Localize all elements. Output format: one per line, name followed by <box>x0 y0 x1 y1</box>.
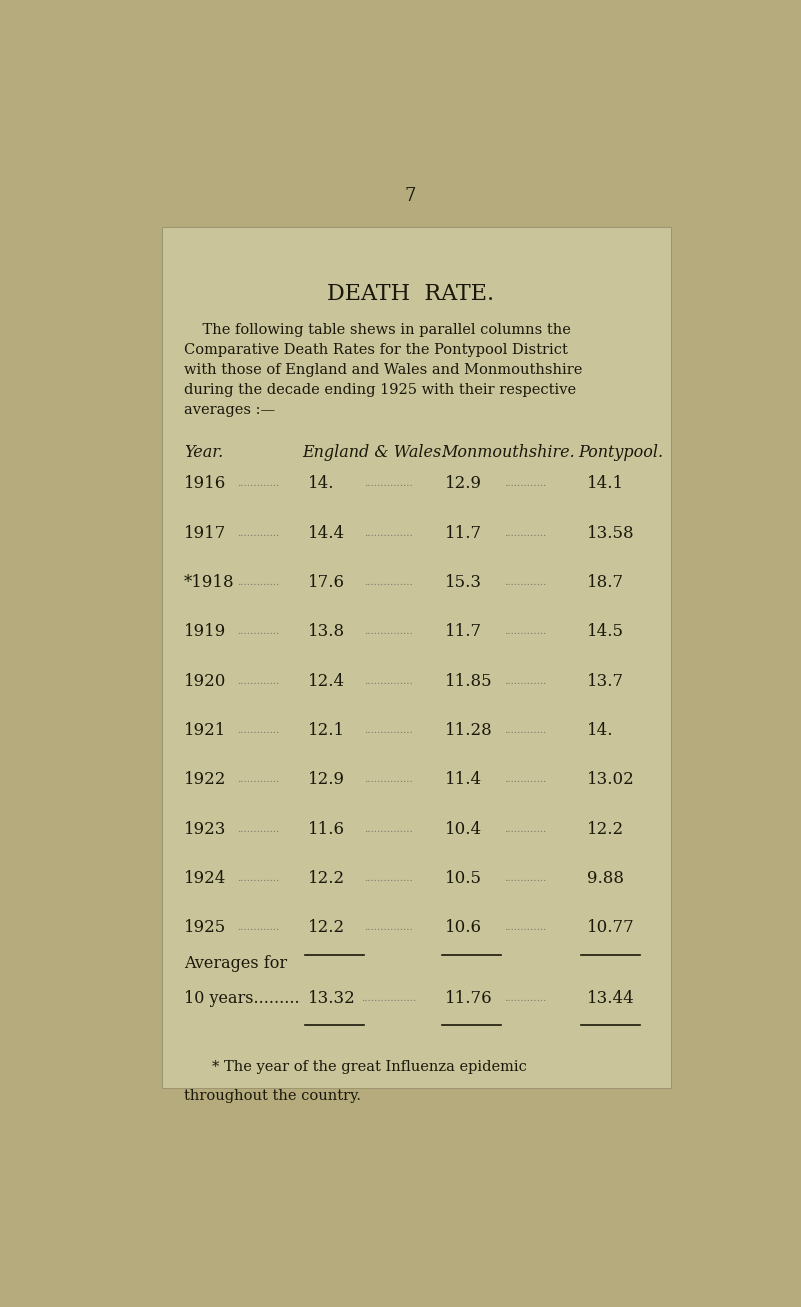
Text: 10.5: 10.5 <box>445 870 481 887</box>
Text: ...............: ............... <box>364 677 413 686</box>
Text: .............: ............. <box>505 825 546 834</box>
Text: 12.9: 12.9 <box>308 771 345 788</box>
Text: .............: ............. <box>505 874 546 884</box>
Text: 11.85: 11.85 <box>445 673 493 690</box>
Text: ...............: ............... <box>364 825 413 834</box>
Text: 10 years.........: 10 years......... <box>184 989 300 1006</box>
Text: 12.2: 12.2 <box>308 870 345 887</box>
Text: .............: ............. <box>505 993 546 1002</box>
Text: 12.4: 12.4 <box>308 673 345 690</box>
Text: ...............: ............... <box>364 725 413 735</box>
Text: .............: ............. <box>505 627 546 637</box>
Text: 13.58: 13.58 <box>587 524 635 541</box>
Text: England & Wales.: England & Wales. <box>302 443 446 460</box>
Text: 14.4: 14.4 <box>308 524 345 541</box>
Text: .............: ............. <box>505 725 546 735</box>
Text: DEATH  RATE.: DEATH RATE. <box>327 282 494 305</box>
Text: 18.7: 18.7 <box>587 574 625 591</box>
Text: ...............: ............... <box>364 874 413 884</box>
Text: 12.2: 12.2 <box>587 821 625 838</box>
Text: .............: ............. <box>237 775 280 784</box>
Text: .............: ............. <box>237 480 280 489</box>
Text: .............: ............. <box>237 578 280 587</box>
Text: ...............: ............... <box>364 578 413 587</box>
Text: 9.88: 9.88 <box>587 870 625 887</box>
Text: *1918: *1918 <box>184 574 235 591</box>
Text: .............: ............. <box>505 578 546 587</box>
Text: .............: ............. <box>505 775 546 784</box>
Text: 1916: 1916 <box>184 476 226 493</box>
Text: Year.: Year. <box>184 443 223 460</box>
Text: 11.7: 11.7 <box>445 524 481 541</box>
Text: .............: ............. <box>237 677 280 686</box>
Text: 13.8: 13.8 <box>308 623 345 640</box>
FancyBboxPatch shape <box>162 227 671 1087</box>
Text: 11.7: 11.7 <box>445 623 481 640</box>
Text: 7: 7 <box>405 187 417 205</box>
Text: .............: ............. <box>505 529 546 537</box>
Text: .............: ............. <box>505 923 546 932</box>
Text: 14.5: 14.5 <box>587 623 625 640</box>
Text: 10.4: 10.4 <box>445 821 481 838</box>
Text: 13.02: 13.02 <box>587 771 635 788</box>
Text: 11.4: 11.4 <box>445 771 481 788</box>
Text: throughout the country.: throughout the country. <box>184 1089 361 1103</box>
Text: 15.3: 15.3 <box>445 574 481 591</box>
Text: .................: ................. <box>361 993 417 1002</box>
Text: ...............: ............... <box>364 775 413 784</box>
Text: 11.6: 11.6 <box>308 821 345 838</box>
Text: 12.1: 12.1 <box>308 721 345 738</box>
Text: 17.6: 17.6 <box>308 574 345 591</box>
Text: Averages for: Averages for <box>184 955 287 972</box>
Text: * The year of the great Influenza epidemic: * The year of the great Influenza epidem… <box>211 1060 527 1074</box>
Text: 1921: 1921 <box>184 721 227 738</box>
Text: 13.44: 13.44 <box>587 989 635 1006</box>
Text: 14.1: 14.1 <box>587 476 625 493</box>
Text: ...............: ............... <box>364 480 413 489</box>
Text: 14.: 14. <box>308 476 335 493</box>
Text: 1923: 1923 <box>184 821 227 838</box>
Text: .............: ............. <box>237 725 280 735</box>
Text: 11.28: 11.28 <box>445 721 493 738</box>
Text: .............: ............. <box>505 480 546 489</box>
Text: 1919: 1919 <box>184 623 226 640</box>
Text: 10.77: 10.77 <box>587 919 635 936</box>
Text: .............: ............. <box>237 825 280 834</box>
Text: 11.76: 11.76 <box>445 989 493 1006</box>
Text: 1922: 1922 <box>184 771 227 788</box>
Text: 10.6: 10.6 <box>445 919 481 936</box>
Text: .............: ............. <box>237 874 280 884</box>
Text: 1925: 1925 <box>184 919 226 936</box>
Text: 13.32: 13.32 <box>308 989 356 1006</box>
Text: The following table shews in parallel columns the
Comparative Death Rates for th: The following table shews in parallel co… <box>184 323 582 417</box>
Text: .............: ............. <box>237 923 280 932</box>
Text: .............: ............. <box>237 529 280 537</box>
Text: ...............: ............... <box>364 627 413 637</box>
Text: 12.9: 12.9 <box>445 476 481 493</box>
Text: .............: ............. <box>505 677 546 686</box>
Text: 12.2: 12.2 <box>308 919 345 936</box>
Text: 13.7: 13.7 <box>587 673 625 690</box>
Text: ...............: ............... <box>364 529 413 537</box>
Text: 14.: 14. <box>587 721 614 738</box>
Text: .............: ............. <box>237 627 280 637</box>
Text: 1924: 1924 <box>184 870 227 887</box>
Text: Pontypool.: Pontypool. <box>578 443 663 460</box>
Text: 1920: 1920 <box>184 673 227 690</box>
Text: 1917: 1917 <box>184 524 227 541</box>
Text: Monmouthshire.: Monmouthshire. <box>441 443 575 460</box>
Text: ...............: ............... <box>364 923 413 932</box>
